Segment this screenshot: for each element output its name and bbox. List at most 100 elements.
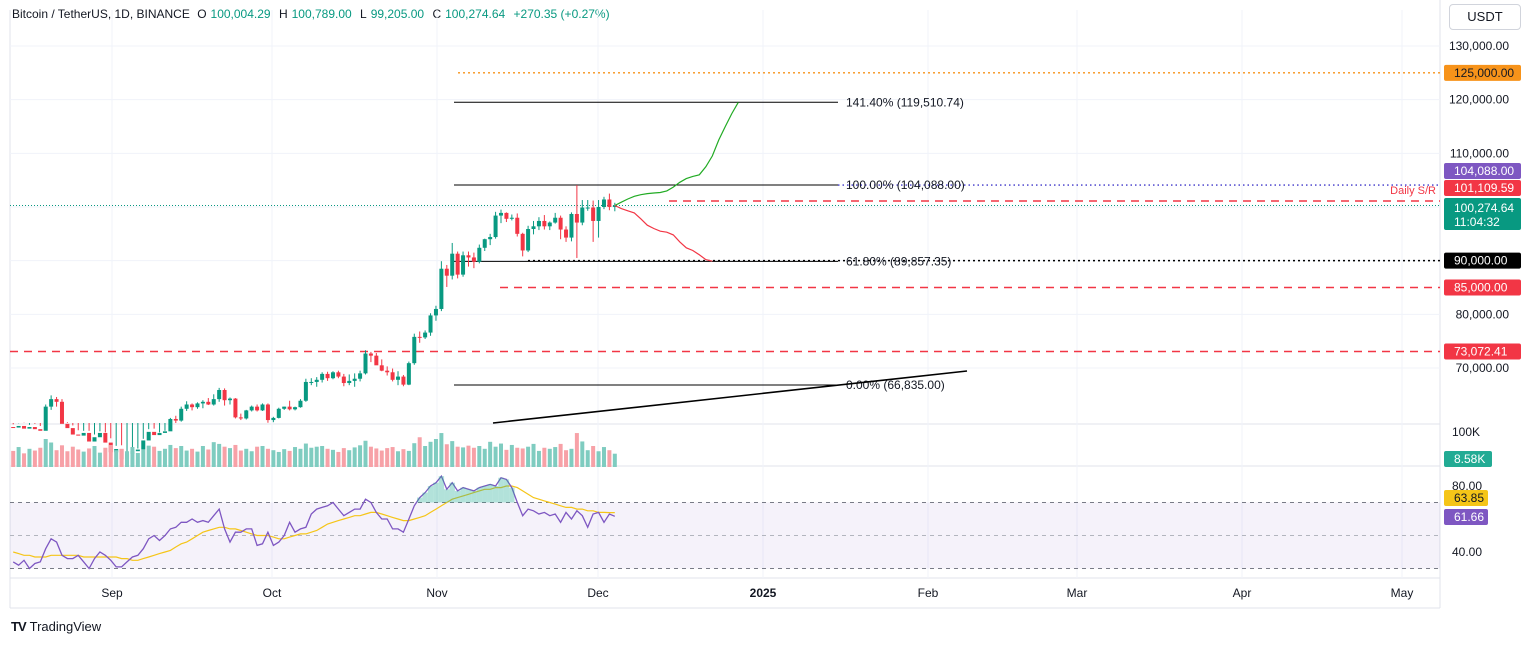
volume-bar <box>374 448 379 467</box>
volume-bar <box>450 441 455 467</box>
candle-body <box>38 429 43 431</box>
volume-bar <box>558 443 563 467</box>
candle-body <box>97 432 102 438</box>
candle-body <box>27 427 32 429</box>
candle-body <box>233 398 238 418</box>
rsi-line <box>12 474 616 570</box>
open-label: O <box>197 7 207 21</box>
candle-body <box>92 437 97 442</box>
volume-bar <box>16 447 21 467</box>
volume-bar <box>439 433 444 467</box>
currency-button[interactable]: USDT <box>1449 4 1521 30</box>
volume-bar <box>54 450 59 467</box>
time-tick-label: Apr <box>1233 586 1252 600</box>
volume-bar <box>385 448 390 467</box>
volume-bar <box>309 447 314 467</box>
candle-body <box>152 431 157 436</box>
volume-bar <box>493 446 498 467</box>
volume-bar <box>320 446 325 467</box>
volume-bar <box>92 446 97 467</box>
candle-body <box>146 431 151 441</box>
bullish-projection-path <box>614 102 739 207</box>
volume-bar <box>303 443 308 467</box>
open-value: 100,004.29 <box>210 7 271 21</box>
candle-body <box>179 408 184 421</box>
volume-bar <box>276 451 281 467</box>
candle-body <box>11 427 16 429</box>
candle-body <box>298 400 303 408</box>
candle-body <box>526 229 531 251</box>
candle-body <box>190 404 195 408</box>
candle-body <box>509 217 514 219</box>
candle-body <box>428 315 433 333</box>
candle-body <box>59 401 64 424</box>
candle-body <box>493 215 498 238</box>
volume-bar <box>574 433 579 467</box>
candle-body <box>558 217 563 230</box>
rsi-tick-label: 40.00 <box>1452 545 1482 559</box>
candle-body <box>477 247 482 262</box>
volume-bar <box>368 446 373 467</box>
candle-body <box>336 372 341 377</box>
volume-axis-label: 100K <box>1452 425 1480 439</box>
candle-body <box>162 431 167 433</box>
grid <box>10 10 1440 578</box>
candle-body <box>276 408 281 418</box>
volume-bar <box>564 450 569 467</box>
time-axis: Sep Oct Nov Dec 2025 Feb Mar Apr May <box>101 586 1413 600</box>
tradingview-branding[interactable]: TV TradingView <box>11 619 101 634</box>
change-value: +270.35 (+0.27%) <box>513 7 610 21</box>
volume-bar <box>336 451 341 467</box>
candle-body <box>607 199 612 207</box>
volume-bar <box>401 449 406 467</box>
price-tag <box>1444 279 1521 296</box>
candle-body <box>547 222 552 227</box>
volume-bar <box>97 452 102 467</box>
candle-body <box>211 399 216 405</box>
volume-bar <box>499 443 503 467</box>
volume-bar <box>325 448 330 467</box>
volume-bar <box>412 443 417 467</box>
time-tick-label: Oct <box>263 586 282 600</box>
candle-body <box>455 253 460 275</box>
time-tick-label: Sep <box>101 586 123 600</box>
time-tick-label: Dec <box>587 586 608 600</box>
volume-bar <box>190 448 195 467</box>
candle-body <box>271 417 276 421</box>
price-tag-text: 104,088.00 <box>1454 164 1514 178</box>
volume-bar <box>81 451 86 467</box>
candle-body <box>499 212 503 216</box>
volume-bar <box>488 441 493 467</box>
candle-body <box>461 255 466 275</box>
volume-bar <box>114 450 119 467</box>
price-tag-text: 85,000.00 <box>1454 281 1508 295</box>
candle-body <box>352 378 357 381</box>
price-tick-label: 80,000.00 <box>1456 307 1510 321</box>
rsi-ma-line <box>13 485 615 561</box>
candle-body <box>347 380 352 384</box>
volume-bar <box>417 437 422 467</box>
volume-bar <box>200 446 205 467</box>
volume-bar <box>509 444 514 467</box>
volume-bar <box>542 447 547 467</box>
symbol-title[interactable]: Bitcoin / TetherUS, 1D, BINANCE <box>12 7 190 21</box>
volume-bar <box>287 450 292 467</box>
price-tag <box>1444 343 1521 360</box>
price-tag <box>1444 163 1521 179</box>
volume-bar <box>531 443 536 467</box>
volume-bar <box>363 440 368 467</box>
volume-tag-text: 8.58K <box>1454 452 1485 466</box>
volume-bar <box>141 449 146 467</box>
candle-body <box>444 268 449 276</box>
time-tick-label: Feb <box>918 586 939 600</box>
candle-body <box>255 406 260 411</box>
volume-bar <box>233 444 238 467</box>
candle-body <box>439 268 444 309</box>
candle-body <box>54 399 59 402</box>
volume-bar <box>265 448 270 467</box>
volume-bar <box>244 448 249 467</box>
volume-bar <box>119 448 124 467</box>
candle-body <box>374 355 379 366</box>
candle-body <box>423 332 428 338</box>
